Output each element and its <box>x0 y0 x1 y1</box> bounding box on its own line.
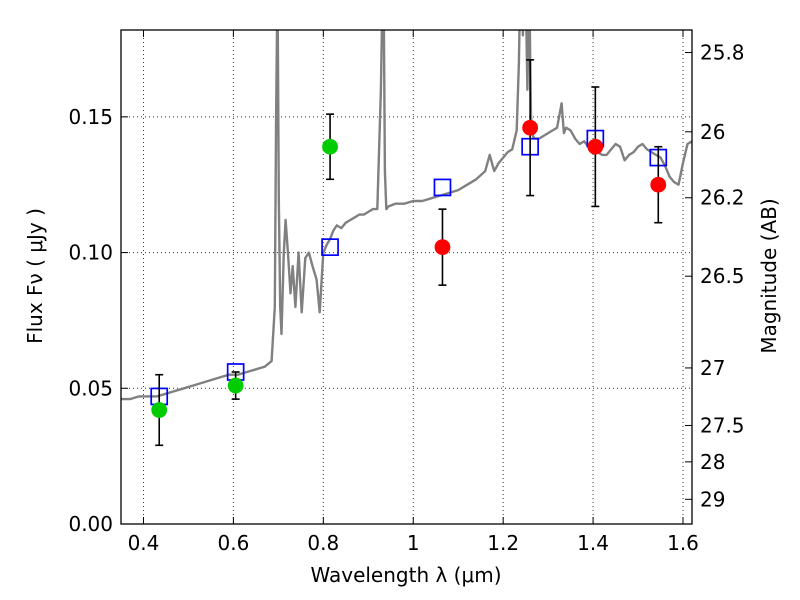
x-tick-label: 0.6 <box>217 531 249 555</box>
model-flux-square <box>321 238 339 256</box>
photometry-point <box>434 239 451 256</box>
x-tick-label: 1.2 <box>487 531 519 555</box>
photometry-point <box>587 138 604 155</box>
y2-tick-label: 29 <box>700 487 725 511</box>
x-tick-label: 1.6 <box>667 531 699 555</box>
plot-area <box>121 30 692 401</box>
x-tick-label: 0.8 <box>307 531 339 555</box>
x-tick-label: 0.4 <box>128 531 160 555</box>
axes: 0.4 0.6 0.8 1 1.2 1.4 1.6 0.00 0.05 0.10 0.15 25.8 2… <box>68 30 745 555</box>
y2-axis-label: Magnitude (AB) <box>757 198 781 353</box>
y2-tick-label: 26.5 <box>700 264 745 288</box>
y-tick-label: 0.00 <box>68 512 113 536</box>
y2-tick-label: 27 <box>700 356 725 380</box>
x-tick-label: 1 <box>407 531 420 555</box>
photometry-point <box>151 402 168 418</box>
y-tick-label: 0.05 <box>68 376 113 400</box>
photometry-point <box>650 176 667 193</box>
y2-tick-label: 26 <box>700 120 725 144</box>
photometry-point <box>522 119 539 136</box>
x-axis-label: Wavelength λ (μm) <box>310 563 501 587</box>
x-tick-label: 1.4 <box>577 531 609 555</box>
y2-tick-label: 25.8 <box>700 41 745 65</box>
model-flux-square <box>433 178 452 197</box>
y2-tick-label: 26.2 <box>700 186 745 210</box>
y2-tick-label: 28 <box>700 450 725 474</box>
y2-tick-label: 27.5 <box>700 413 745 437</box>
plot-frame <box>120 29 693 525</box>
y-tick-label: 0.10 <box>68 241 113 265</box>
y-tick-label: 0.15 <box>68 105 113 129</box>
photometry-point <box>322 138 338 155</box>
photometry-point <box>227 377 244 394</box>
y-axis-label: Flux Fν ( μJy ) <box>23 208 47 344</box>
spectrum-line <box>121 30 692 401</box>
markers <box>150 59 668 447</box>
